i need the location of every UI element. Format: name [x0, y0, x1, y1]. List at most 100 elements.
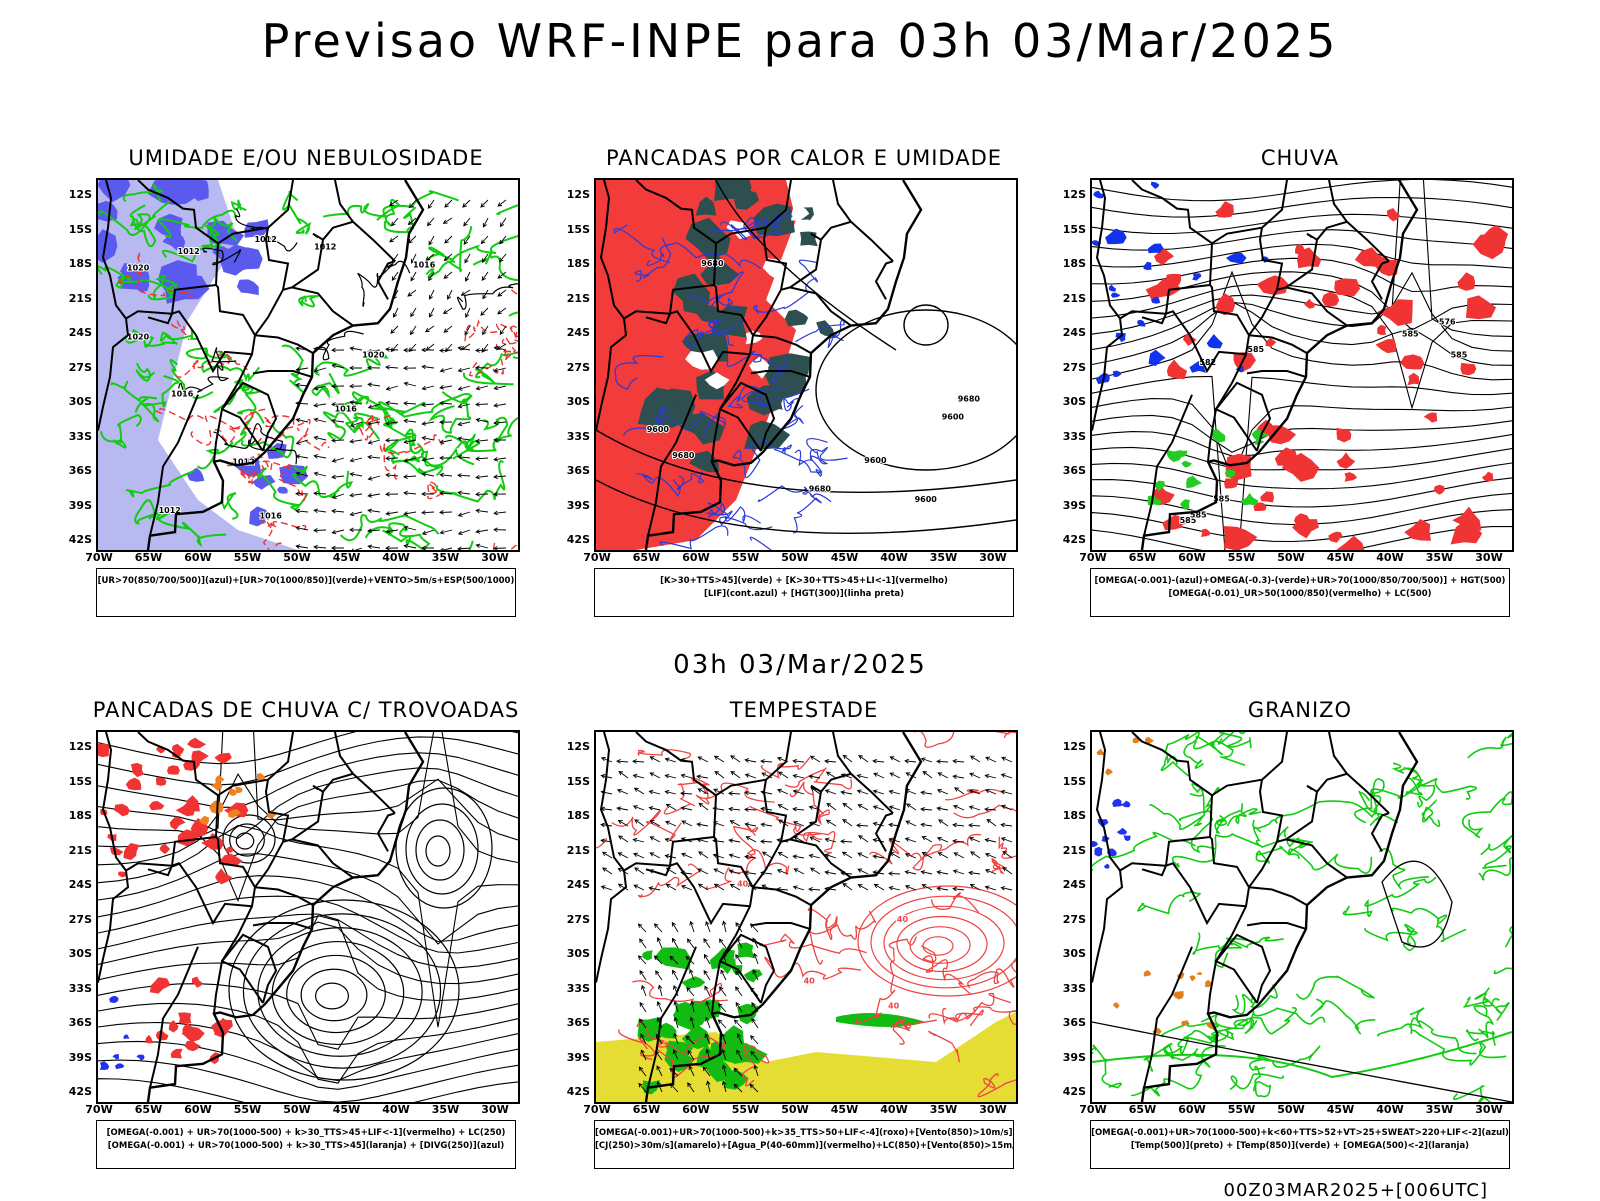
wind-vector — [439, 455, 452, 461]
low-humidity-contour — [162, 243, 220, 263]
wind-vector — [655, 970, 663, 981]
wind-vector — [618, 770, 629, 779]
precipitable-water-contour — [789, 781, 830, 826]
precipitable-water-contour — [759, 933, 867, 955]
state-border — [762, 227, 788, 290]
state-border — [1095, 732, 1167, 872]
wind-vector — [331, 383, 345, 389]
state-border — [635, 732, 718, 838]
low-humidity-contour — [322, 190, 459, 218]
legend-line: [OMEGA(-0.001)+UR>70(1000-500)+k<60+TTS>… — [1091, 1128, 1509, 1138]
strong-wind-area — [836, 1013, 926, 1027]
wind-vector — [872, 805, 885, 811]
clear-gap — [685, 349, 719, 370]
low-humidity-contour — [110, 380, 158, 403]
latitude-label: 21S — [68, 291, 92, 305]
wind-vector — [637, 923, 647, 933]
rain-area — [1423, 412, 1438, 423]
wind-vector — [736, 1033, 743, 1045]
state-border — [1095, 180, 1167, 320]
streamline — [1092, 180, 1512, 202]
low-humidity-contour — [343, 390, 425, 416]
wind-vector — [697, 868, 709, 875]
wind-vector — [735, 1001, 743, 1013]
wind-vector — [649, 836, 661, 843]
wind-vector — [313, 454, 327, 459]
wind-vector — [936, 870, 949, 875]
latitude-label: 18S — [68, 809, 92, 822]
wind-vector — [601, 851, 613, 859]
state-border — [221, 381, 278, 452]
longitude-label: 50W — [1277, 1103, 1305, 1116]
longitude-label: 35W — [431, 551, 460, 564]
wind-vector — [686, 986, 695, 997]
strong-wind-area — [681, 976, 706, 989]
run-time-footer: 00Z03MAR2025+[006UTC] — [1223, 1180, 1488, 1201]
shower-area — [198, 815, 209, 825]
wind-vector — [921, 852, 933, 859]
rain-area — [1433, 484, 1445, 495]
longitude-label: 60W — [184, 1103, 212, 1116]
wind-vector — [481, 271, 489, 281]
thunder-shower-area — [169, 816, 186, 831]
wind-vector — [427, 199, 435, 209]
state-border — [1370, 812, 1390, 852]
divergence-area — [109, 995, 119, 1004]
wind-vector — [295, 544, 309, 549]
low-humidity-contour — [98, 265, 178, 295]
state-border — [1285, 220, 1390, 289]
state-border — [1131, 732, 1214, 838]
contour-label: 1020 — [127, 333, 150, 342]
rain-area — [1465, 295, 1497, 320]
pressure-isobar — [178, 347, 237, 395]
weak-omega-area — [1105, 228, 1127, 245]
wind-vector — [904, 885, 917, 891]
wind-vector — [640, 1049, 647, 1061]
wind-vector — [313, 544, 327, 550]
state-border — [715, 226, 767, 245]
wind-vector — [936, 836, 949, 843]
streamline — [98, 1078, 518, 1102]
wind-vector — [714, 770, 725, 779]
wind-vector — [457, 367, 471, 373]
temperature-850-contour — [1462, 791, 1512, 838]
state-border — [765, 180, 792, 229]
latitude-label: 30S — [566, 947, 590, 960]
wind-vector — [984, 837, 997, 843]
contour-label: 585 — [1402, 329, 1419, 338]
latitude-label: 18S — [566, 257, 590, 270]
wind-vector — [665, 803, 677, 811]
state-border — [715, 778, 767, 797]
wind-vector — [475, 456, 489, 462]
precipitable-water-contour — [637, 749, 692, 760]
heat-showers-panel-title: PANCADAS POR CALOR E UMIDADE — [605, 146, 1003, 170]
high-humidity-area — [98, 180, 131, 203]
latitude-label: 36S — [1062, 464, 1086, 477]
wind-vector — [385, 528, 399, 534]
wind-vector — [367, 403, 381, 409]
wind-vector — [744, 758, 757, 763]
rain-area — [1265, 337, 1277, 347]
divergence-area — [112, 1054, 120, 1060]
wind-vector — [493, 420, 507, 426]
weak-omega-area — [1115, 332, 1126, 343]
strong-wind-area — [681, 1024, 711, 1047]
streamline — [1092, 283, 1512, 410]
wind-vector — [444, 235, 453, 244]
thunder-shower-area — [155, 777, 167, 786]
contour-label: 585 — [1451, 351, 1468, 360]
latitude-label: 18S — [1062, 809, 1086, 822]
low-humidity-contour — [496, 204, 518, 216]
heat-showers-panel-plot: 9600 9600 9680 9680 9680 9600 9680 9600 — [596, 180, 1016, 550]
wind-vector — [703, 953, 711, 965]
wind-vector — [968, 836, 981, 843]
pressure-isobar — [235, 208, 298, 252]
longitude-label: 30W — [481, 1103, 509, 1116]
low-humidity-contour — [345, 412, 379, 434]
contour-label: 585 — [1190, 511, 1207, 520]
wind-vector — [421, 402, 435, 408]
thunder-shower-area — [149, 977, 171, 994]
wind-vector — [497, 271, 507, 279]
state-border — [213, 407, 264, 462]
instability-area — [714, 180, 752, 201]
